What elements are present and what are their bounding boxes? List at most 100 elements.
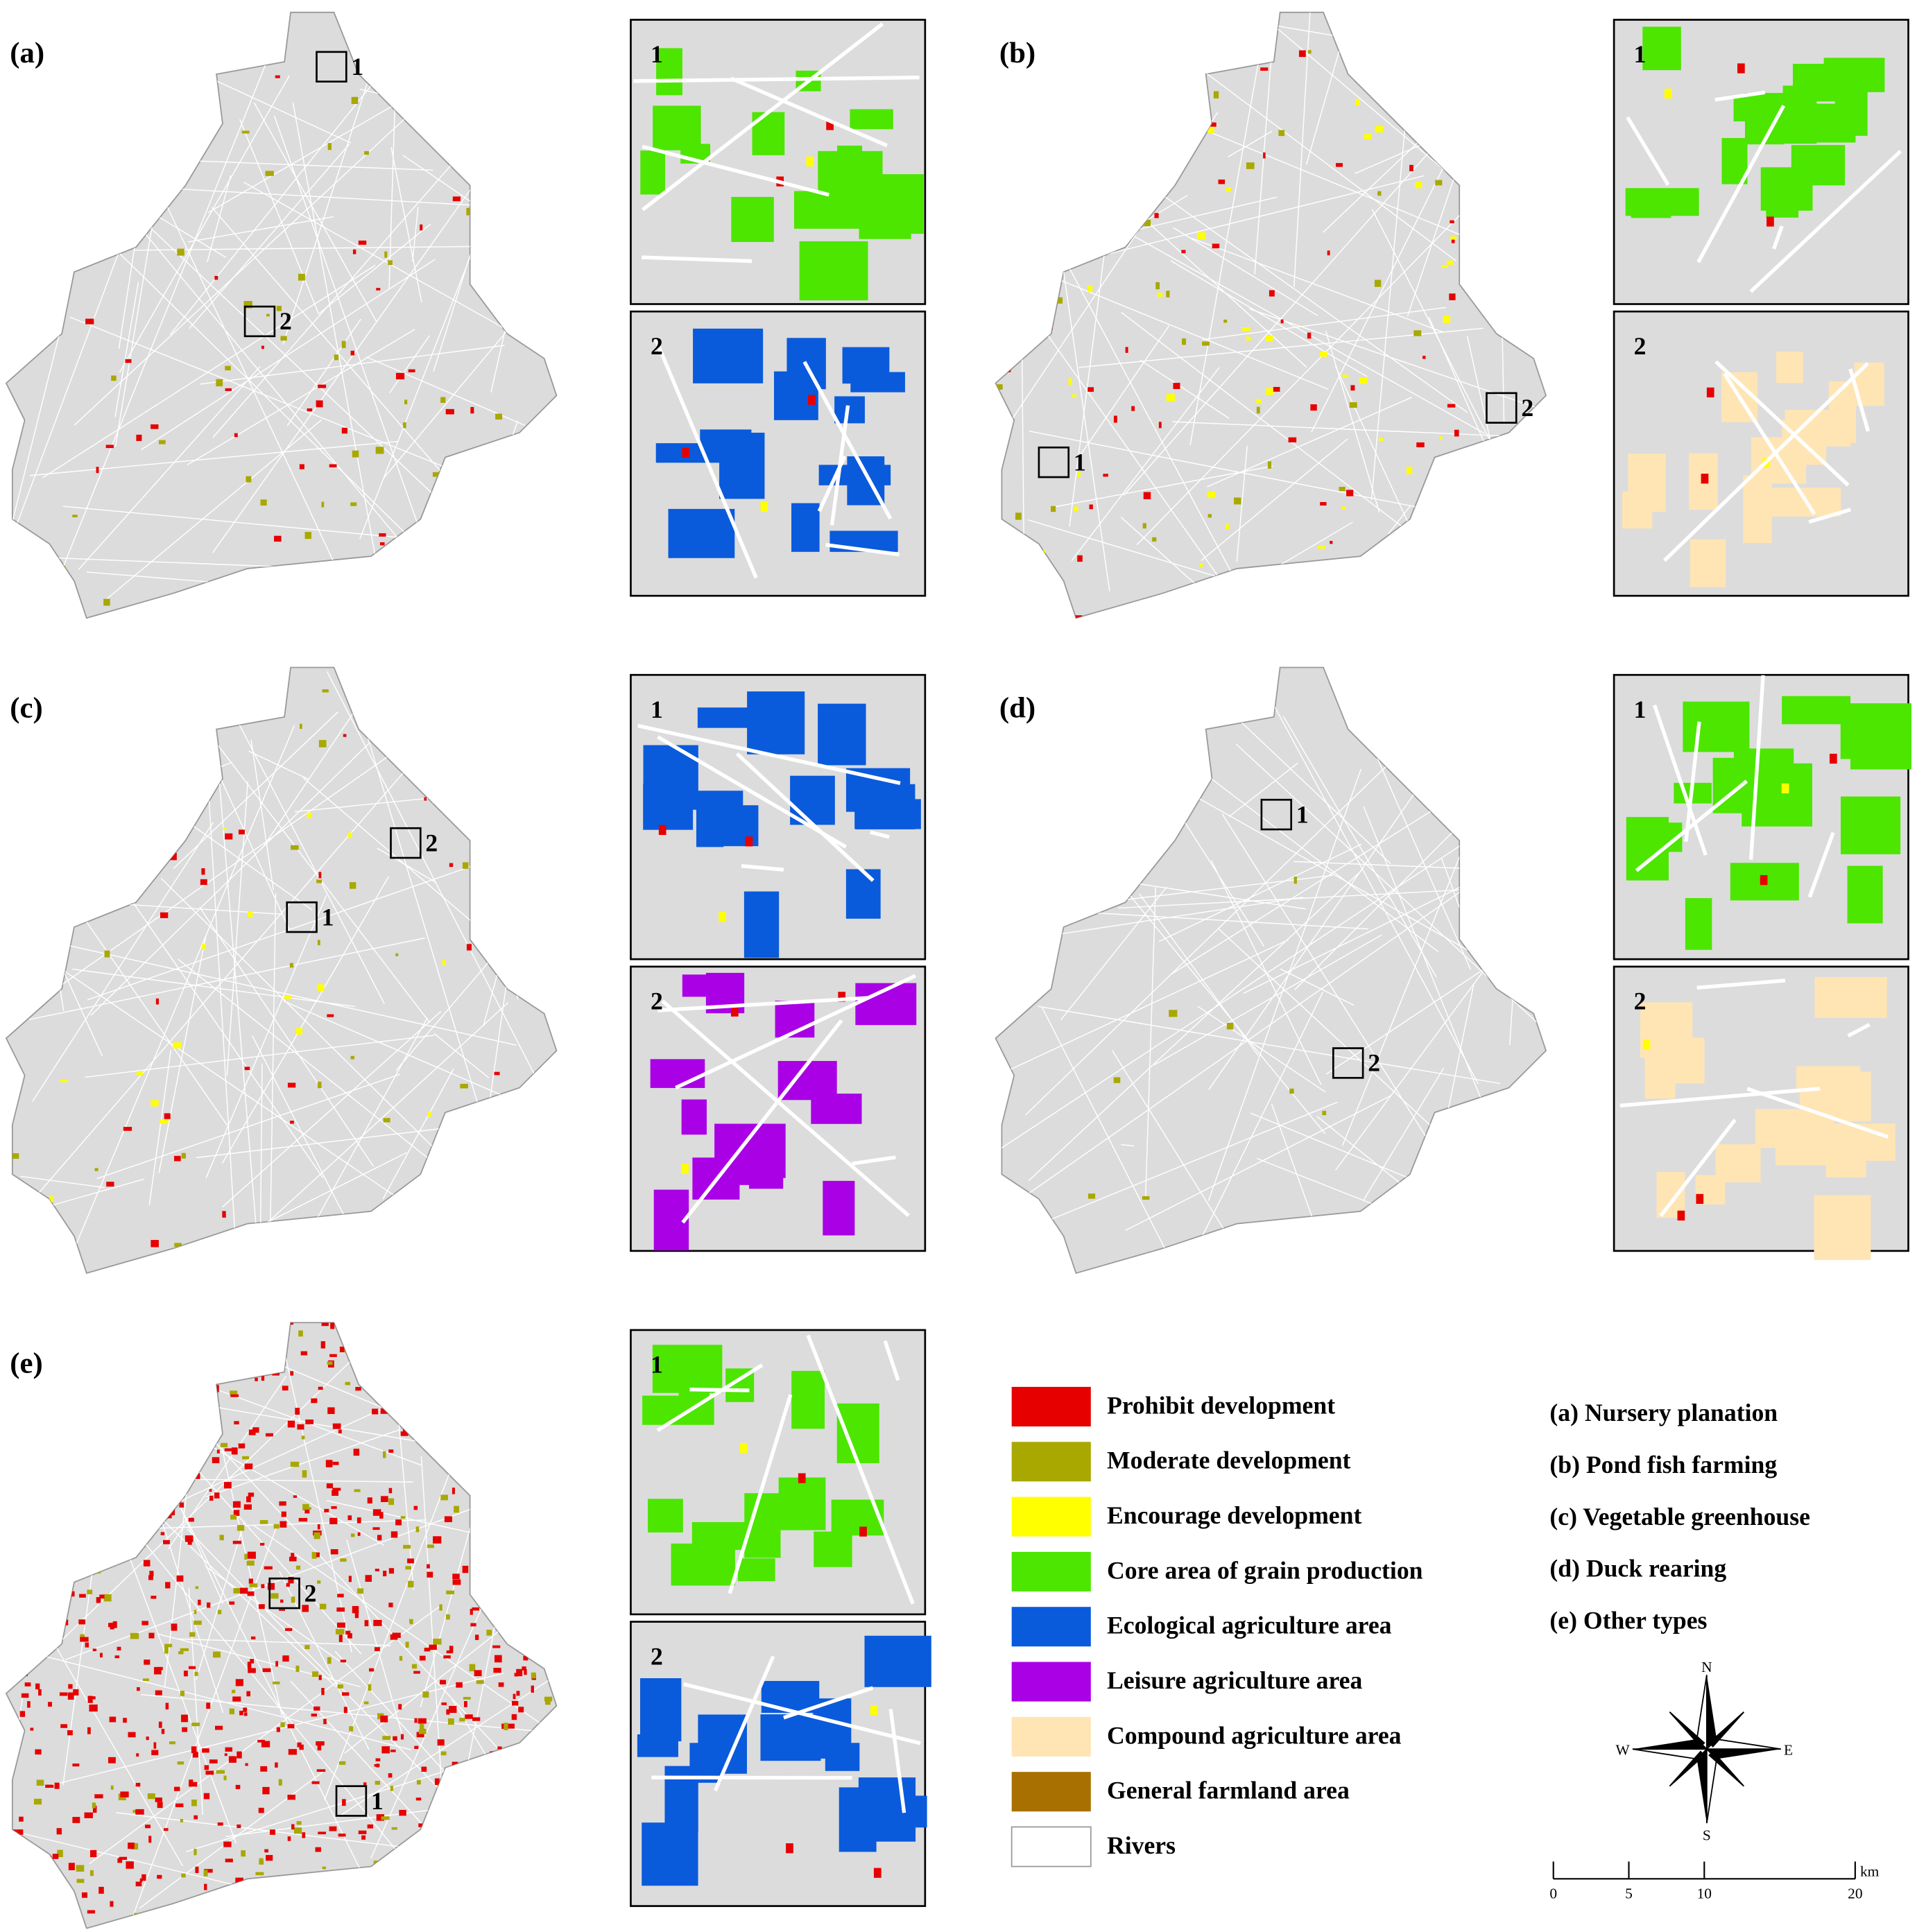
land-patch bbox=[233, 1588, 241, 1594]
land-patch bbox=[1454, 429, 1459, 437]
land-patch bbox=[520, 1156, 525, 1162]
river bbox=[661, 999, 910, 1217]
land-patch bbox=[249, 1583, 258, 1587]
land-patch bbox=[432, 1872, 437, 1880]
river bbox=[222, 1010, 442, 1208]
land-patch bbox=[1391, 46, 1400, 50]
land-patch bbox=[321, 1322, 329, 1327]
land-patch bbox=[138, 1365, 141, 1372]
land-patch bbox=[151, 1596, 157, 1599]
land-patch bbox=[248, 1668, 256, 1673]
inset-patch bbox=[1656, 1171, 1685, 1218]
inset-patch bbox=[864, 1635, 931, 1687]
land-patch bbox=[194, 1848, 197, 1856]
land-patch bbox=[274, 535, 282, 542]
land-patch bbox=[422, 1691, 429, 1698]
land-patch bbox=[1088, 285, 1093, 293]
land-patch bbox=[1043, 135, 1050, 143]
land-patch bbox=[224, 1753, 227, 1757]
river bbox=[7, 1646, 412, 1750]
river bbox=[825, 542, 900, 557]
land-patch bbox=[442, 959, 446, 966]
land-patch bbox=[204, 1869, 213, 1873]
land-patch bbox=[313, 1706, 320, 1711]
land-patch bbox=[216, 1892, 223, 1897]
land-patch bbox=[228, 1756, 237, 1763]
land-patch bbox=[995, 337, 999, 343]
land-patch bbox=[28, 1879, 35, 1886]
inset-patch bbox=[653, 105, 701, 150]
land-patch bbox=[460, 1083, 468, 1089]
land-patch bbox=[216, 379, 223, 387]
land-patch bbox=[335, 1629, 345, 1635]
land-patch bbox=[59, 1388, 63, 1394]
land-patch bbox=[483, 591, 492, 596]
river bbox=[114, 282, 139, 417]
river bbox=[535, 1502, 549, 1508]
land-patch bbox=[531, 1866, 541, 1874]
land-patch bbox=[414, 1718, 418, 1723]
river bbox=[195, 1521, 246, 1680]
land-patch bbox=[461, 826, 464, 829]
land-patch bbox=[416, 1779, 421, 1785]
river bbox=[1723, 372, 1816, 515]
land-patch bbox=[79, 1594, 86, 1598]
river bbox=[1388, 505, 1411, 535]
river bbox=[1071, 367, 1220, 562]
land-patch bbox=[526, 286, 535, 293]
land-patch bbox=[1131, 406, 1135, 411]
land-patch bbox=[112, 1322, 118, 1325]
inset-patch bbox=[730, 1006, 739, 1017]
river bbox=[157, 1633, 361, 1688]
land-patch bbox=[510, 831, 515, 836]
land-patch bbox=[198, 1599, 201, 1605]
land-patch bbox=[6, 1390, 9, 1395]
inset-patch bbox=[1829, 753, 1837, 764]
river bbox=[741, 863, 784, 872]
land-patch bbox=[552, 1361, 557, 1368]
land-patch bbox=[1263, 152, 1266, 159]
land-patch bbox=[1307, 50, 1312, 54]
land-patch bbox=[1166, 394, 1175, 402]
land-patch bbox=[390, 1786, 393, 1791]
land-patch bbox=[372, 1509, 381, 1516]
land-patch bbox=[1244, 47, 1251, 54]
inset-patch bbox=[826, 120, 834, 130]
land-patch bbox=[302, 1605, 309, 1612]
land-patch bbox=[260, 1766, 268, 1772]
land-patch bbox=[1293, 877, 1297, 884]
land-patch bbox=[379, 1865, 388, 1871]
inset-patch bbox=[639, 1678, 682, 1741]
land-patch bbox=[231, 1447, 238, 1455]
inset-patch bbox=[1814, 976, 1887, 1018]
land-patch bbox=[39, 1627, 45, 1631]
land-patch bbox=[273, 1249, 281, 1253]
land-patch bbox=[528, 1535, 534, 1542]
land-patch bbox=[163, 1380, 168, 1386]
land-patch bbox=[15, 1580, 23, 1583]
land-patch bbox=[508, 1916, 516, 1922]
land-patch bbox=[239, 1710, 243, 1716]
land-patch bbox=[203, 1793, 210, 1800]
land-patch bbox=[336, 1622, 345, 1628]
land-patch bbox=[368, 1684, 372, 1691]
land-patch bbox=[548, 1506, 552, 1511]
inset-patch bbox=[777, 1060, 837, 1101]
land-patch bbox=[351, 1533, 355, 1537]
district-map bbox=[995, 11, 1547, 619]
land-patch bbox=[418, 1729, 427, 1734]
river bbox=[250, 739, 274, 890]
land-patch bbox=[58, 568, 66, 573]
land-patch bbox=[92, 1391, 98, 1397]
inset-patch bbox=[1642, 26, 1681, 71]
land-patch bbox=[49, 1196, 53, 1202]
land-patch bbox=[99, 1594, 105, 1599]
inset-patch bbox=[700, 429, 752, 455]
land-patch bbox=[342, 1799, 346, 1806]
land-patch bbox=[26, 1570, 33, 1576]
land-patch bbox=[439, 1604, 442, 1611]
land-patch bbox=[354, 1611, 359, 1619]
land-patch bbox=[413, 1671, 420, 1674]
land-patch bbox=[495, 836, 498, 843]
river bbox=[1121, 1144, 1135, 1147]
